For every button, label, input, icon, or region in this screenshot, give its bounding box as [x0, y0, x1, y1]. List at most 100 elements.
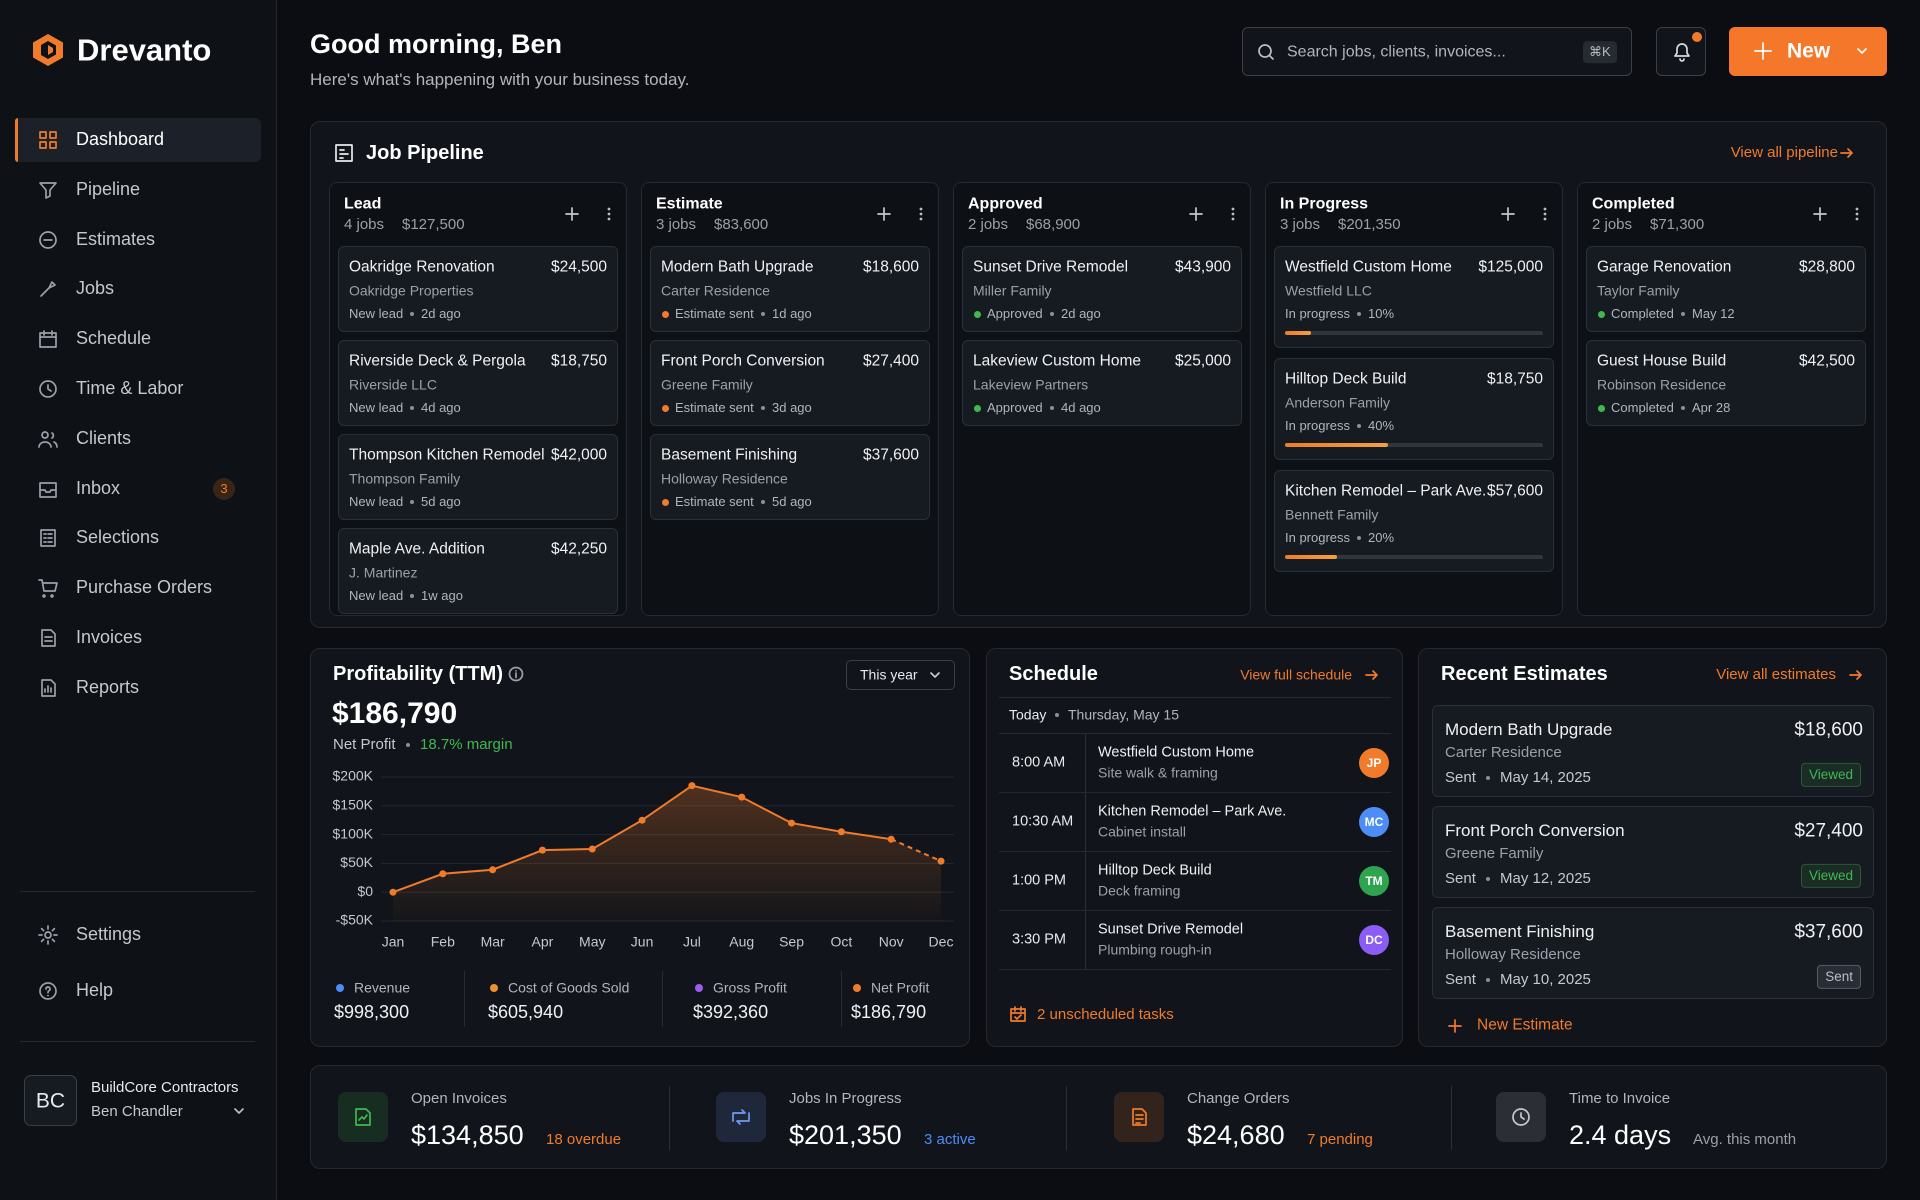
more-icon [1855, 207, 1859, 221]
view-all-link[interactable]: View all estimates [1716, 666, 1836, 683]
dot [410, 312, 414, 316]
job-card[interactable]: Modern Bath Upgrade $18,600 Carter Residen… [650, 246, 930, 332]
job-card[interactable]: Sunset Drive Remodel $43,900 Miller Family… [962, 246, 1242, 332]
job-card[interactable]: Front Porch Conversion $27,400 Greene Fami… [650, 340, 930, 426]
kpi-value: $201,350 [789, 1119, 902, 1150]
search-icon [1258, 44, 1274, 60]
plus-icon [1189, 207, 1203, 221]
plus-icon [1754, 42, 1772, 60]
view-all-link[interactable]: View all pipeline [1730, 144, 1838, 161]
nav-item[interactable]: Selections [76, 527, 160, 548]
estimate-status: Sent [1445, 769, 1476, 786]
job-card[interactable]: Westfield Custom Home $125,000 Westfield L… [1274, 246, 1554, 348]
nav-item[interactable]: Schedule [76, 328, 152, 349]
estimate-card[interactable]: Basement Finishing $37,600 Holloway Reside… [1432, 907, 1874, 999]
kpi-icon-box [338, 1092, 388, 1142]
divider [999, 969, 1391, 970]
kpi-value: 2.4 days [1569, 1119, 1672, 1150]
schedule-job[interactable]: Westfield Custom Home [1098, 744, 1255, 761]
period-label: This year [860, 666, 918, 683]
y-tick-label: $0 [357, 883, 373, 899]
dot [1486, 978, 1490, 982]
nav-icon [38, 925, 58, 945]
schedule-job[interactable]: Kitchen Remodel – Park Ave. [1098, 803, 1287, 820]
divider [999, 910, 1391, 911]
estimate-card[interactable]: Modern Bath Upgrade $18,600 Carter Residen… [1432, 705, 1874, 797]
nav-item[interactable]: Pipeline [76, 179, 141, 199]
job-client: Greene Family [661, 376, 753, 393]
nav-item[interactable]: Clients [76, 428, 132, 448]
account-avatar: BC [24, 1075, 77, 1126]
job-client: Carter Residence [661, 282, 770, 299]
nav-item[interactable]: Invoices [76, 627, 143, 648]
estimate-badge: Viewed [1800, 762, 1861, 788]
search-box[interactable]: Search jobs, clients, invoices... ⌘K [1242, 27, 1632, 76]
schedule-job[interactable]: Hilltop Deck Build [1098, 862, 1212, 879]
progress-track [1285, 443, 1543, 447]
column-name: In Progress [1280, 195, 1369, 213]
brand-logo [33, 34, 63, 66]
progress-track [1285, 555, 1543, 559]
kpi-divider [1451, 1086, 1452, 1150]
plus-icon [565, 207, 579, 221]
account-company: BuildCore Contractors [91, 1079, 239, 1096]
assignee-avatar: TM [1359, 866, 1389, 896]
nav-item[interactable]: Time & Labor [76, 378, 184, 399]
job-card[interactable]: Maple Ave. Addition $42,250 J. Martinez New… [338, 528, 618, 614]
dot [1486, 776, 1490, 780]
nav-icon [40, 529, 56, 548]
job-card[interactable]: Guest House Build $42,500 Robinson Residen… [1586, 340, 1866, 426]
job-card[interactable]: Basement Finishing $37,600 Holloway Reside… [650, 434, 930, 520]
job-card[interactable]: Garage Renovation $28,800 Taylor Family Com… [1586, 246, 1866, 332]
task-icon [1010, 1006, 1026, 1022]
x-tick-label: Jun [631, 934, 654, 950]
nav-item[interactable]: Jobs [76, 278, 115, 299]
legend-divider [464, 971, 465, 1027]
job-card[interactable]: Kitchen Remodel – Park Ave. $57,600 Bennet… [1274, 470, 1554, 572]
legend-total: $186,790 [851, 1002, 927, 1023]
bell-icon [1674, 43, 1690, 62]
nav-item[interactable]: Purchase Orders [76, 577, 213, 598]
panel-title: Recent Estimates [1441, 663, 1608, 685]
dot [1357, 536, 1361, 540]
job-title: Basement Finishing [661, 446, 798, 464]
new-estimate-button[interactable]: New Estimate [1477, 1016, 1573, 1034]
progress-fill [1285, 443, 1389, 447]
kpi-note: 18 overdue [546, 1131, 622, 1148]
shortcut-hint: ⌘K [1583, 41, 1617, 63]
job-card[interactable]: Hilltop Deck Build $18,750 Anderson Family… [1274, 358, 1554, 460]
kpi-label: Time to Invoice [1569, 1090, 1671, 1107]
nav-item[interactable]: Settings [76, 924, 142, 945]
job-card[interactable]: Oakridge Renovation $24,500 Oakridge Prope… [338, 246, 618, 332]
nav-item[interactable]: Estimates [76, 228, 156, 249]
job-card[interactable]: Riverside Deck & Pergola $18,750 Riverside… [338, 340, 618, 426]
view-all-link[interactable]: View full schedule [1240, 666, 1352, 683]
brand-name: Drevanto [77, 32, 212, 68]
job-amount: $18,750 [550, 352, 607, 370]
nav-icon [39, 330, 57, 349]
unscheduled-link[interactable]: 2 unscheduled tasks [1037, 1006, 1174, 1023]
job-status: In progress [1285, 306, 1351, 322]
job-card[interactable]: Lakeview Custom Home $25,000 Lakeview Part… [962, 340, 1242, 426]
period-dropdown[interactable]: This year [846, 660, 955, 690]
timeline-rule [1085, 911, 1086, 969]
nav-item[interactable]: Inbox [76, 477, 121, 498]
estimate-card[interactable]: Front Porch Conversion $27,400 Greene Fami… [1432, 806, 1874, 898]
job-title: Front Porch Conversion [661, 352, 825, 370]
job-client: Thompson Family [349, 470, 461, 487]
legend-name: Gross Profit [713, 979, 787, 996]
job-pipeline-panel: Job Pipeline View all pipeline Lead 4 jobs $… [310, 121, 1887, 628]
assignee-avatar: MC [1359, 807, 1389, 837]
job-title: Kitchen Remodel – Park Ave. [1285, 482, 1487, 500]
nav-item[interactable]: Help [76, 980, 114, 1001]
job-title: Thompson Kitchen Remodel [349, 446, 545, 464]
progress-fill [1285, 555, 1337, 559]
job-progress-label: 40% [1368, 418, 1395, 434]
job-title: Oakridge Renovation [349, 258, 495, 276]
nav-item[interactable]: Dashboard [76, 129, 165, 150]
schedule-job[interactable]: Sunset Drive Remodel [1098, 921, 1244, 938]
job-card[interactable]: Thompson Kitchen Remodel $42,000 Thompson … [338, 434, 618, 520]
new-button[interactable]: New [1729, 27, 1887, 76]
nav-item[interactable]: Reports [76, 677, 140, 697]
schedule-task: Deck framing [1098, 882, 1181, 899]
